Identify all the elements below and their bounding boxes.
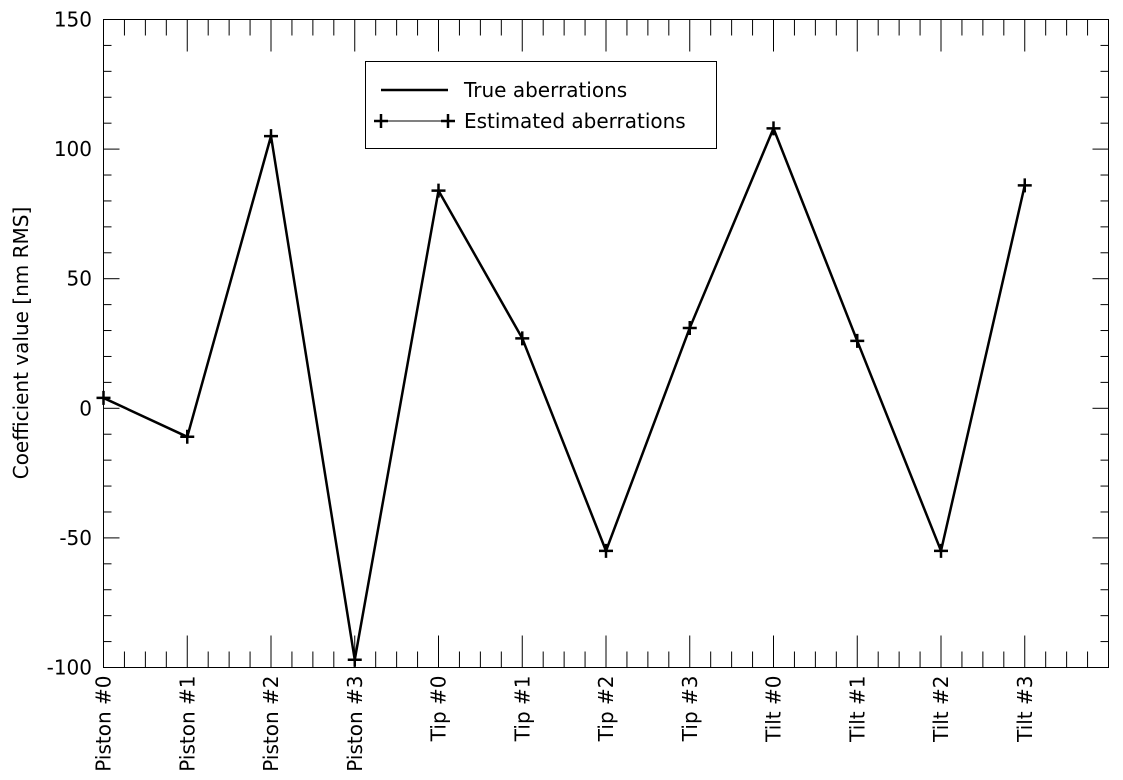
data-point-estimated [934, 543, 948, 558]
data-point-estimated [599, 543, 613, 558]
minor-ticks [103, 19, 1109, 668]
data-point-estimated [1017, 178, 1032, 193]
data-point-estimated [264, 129, 278, 144]
x-tick-label: Piston #1 [175, 676, 199, 772]
x-tick-label: Tip #2 [594, 676, 618, 743]
legend-label-estimated: Estimated aberrations [464, 109, 686, 133]
series-layer [96, 121, 1032, 667]
data-point-estimated [431, 183, 446, 198]
y-tick-label: 50 [67, 267, 92, 291]
y-tick-label: 0 [79, 396, 92, 420]
y-tick-label: 100 [54, 137, 92, 161]
legend-marker-estimated-right [441, 114, 455, 128]
x-tick-label: Piston #0 [92, 676, 116, 772]
x-tick-label: Piston #2 [259, 676, 283, 772]
x-tick-label: Tip #0 [427, 676, 451, 743]
x-tick-label: Tilt #0 [762, 676, 786, 743]
series-line-estimated-aberrations [103, 127, 1026, 660]
legend-label-true: True aberrations [463, 78, 627, 102]
legend: True aberrations Estimated aberrations [365, 61, 717, 149]
legend-marker-estimated-left [374, 114, 388, 128]
legend-box [365, 61, 717, 149]
y-tick-labels: -100 -50 0 50 100 150 [47, 8, 92, 680]
data-point-estimated [515, 331, 530, 346]
y-axis-label: Coefficient value [nm RMS] [9, 207, 33, 480]
x-tick-label: Tilt #1 [845, 676, 869, 743]
data-point-estimated [96, 390, 111, 405]
data-point-estimated [180, 429, 195, 444]
x-tick-label: Tilt #3 [1013, 676, 1037, 743]
y-tick-label: -100 [47, 656, 92, 680]
data-point-estimated [766, 121, 781, 136]
y-tick-label: -50 [59, 526, 92, 550]
data-point-estimated [347, 652, 362, 667]
x-tick-label: Tilt #2 [929, 676, 953, 743]
data-point-estimated [850, 333, 865, 348]
series-line-true-aberrations [102, 125, 1026, 660]
data-point-estimated [682, 320, 697, 335]
y-tick-label: 150 [54, 8, 92, 32]
x-tick-label: Tip #1 [510, 676, 534, 743]
x-tick-label: Piston #3 [343, 676, 367, 772]
x-tick-labels: Piston #0 Piston #1 Piston #2 Piston #3 Tip … [92, 676, 1037, 772]
x-tick-label: Tip #3 [678, 676, 702, 743]
major-ticks [103, 19, 1109, 668]
